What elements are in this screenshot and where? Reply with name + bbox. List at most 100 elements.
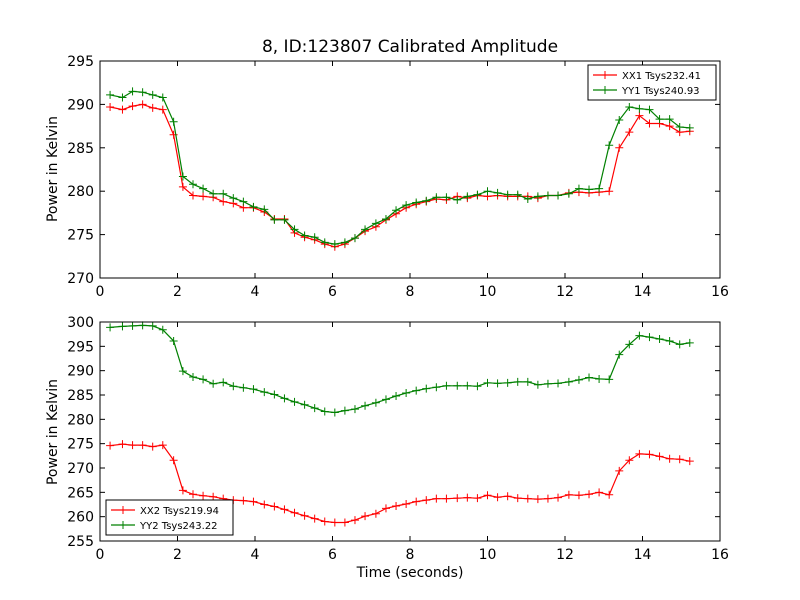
- data-point: [178, 182, 187, 191]
- data-point: [249, 497, 258, 506]
- data-point: [361, 401, 370, 410]
- data-point: [645, 333, 654, 342]
- data-point: [615, 116, 624, 125]
- data-point: [392, 206, 401, 215]
- data-point: [533, 380, 542, 389]
- data-point: [106, 90, 115, 99]
- data-point: [106, 103, 115, 112]
- data-point: [453, 381, 462, 390]
- data-point: [675, 122, 684, 131]
- data-point: [432, 494, 441, 503]
- data-point: [412, 497, 421, 506]
- data-point: [138, 321, 147, 330]
- y-tick-label: 265: [67, 485, 94, 501]
- data-point: [402, 500, 411, 509]
- legend-marker: [601, 71, 609, 79]
- data-point: [330, 240, 339, 249]
- data-point: [523, 377, 532, 386]
- data-point: [249, 202, 258, 211]
- data-point: [270, 502, 279, 511]
- data-point: [138, 88, 147, 97]
- data-point: [605, 141, 614, 150]
- data-point: [595, 184, 604, 193]
- y-tick-label: 300: [67, 315, 94, 331]
- data-point: [300, 400, 309, 409]
- y-tick-label: 295: [67, 339, 94, 355]
- data-point: [361, 225, 370, 234]
- data-point: [219, 197, 228, 206]
- legend-label: YY1 Tsys240.93: [621, 86, 700, 97]
- data-point: [422, 496, 431, 505]
- data-point: [189, 191, 197, 200]
- data-point: [280, 394, 289, 403]
- x-tick-label: 12: [556, 284, 574, 300]
- x-tick-label: 16: [711, 547, 729, 563]
- data-point: [645, 450, 654, 459]
- data-point: [665, 115, 674, 124]
- data-point: [148, 90, 157, 99]
- data-point: [381, 214, 390, 223]
- data-point: [169, 456, 178, 465]
- legend-marker: [601, 86, 609, 94]
- data-point: [148, 442, 157, 451]
- data-point: [199, 375, 208, 384]
- legend-label: XX1 Tsys232.41: [622, 71, 701, 82]
- data-point: [158, 441, 167, 450]
- data-point: [158, 93, 167, 102]
- data-point: [280, 215, 289, 224]
- data-point: [350, 405, 359, 414]
- data-point: [199, 184, 208, 193]
- legend: XX2 Tsys219.94 YY2 Tsys243.22: [105, 499, 234, 536]
- data-point: [249, 385, 258, 394]
- data-point: [483, 378, 492, 387]
- data-point: [178, 486, 187, 495]
- data-point: [554, 191, 563, 200]
- data-point: [442, 381, 451, 390]
- data-point: [473, 382, 482, 391]
- data-point: [412, 386, 421, 395]
- data-point: [503, 190, 512, 199]
- data-point: [270, 390, 279, 399]
- data-point: [605, 490, 614, 499]
- data-point: [665, 122, 674, 131]
- x-tick-label: 12: [556, 547, 574, 563]
- data-point: [595, 488, 604, 497]
- legend: XX1 Tsys232.41 YY1 Tsys240.93: [587, 64, 717, 101]
- data-point: [260, 388, 269, 397]
- data-point: [290, 397, 299, 406]
- data-point: [128, 441, 137, 450]
- data-point: [239, 197, 248, 206]
- plot-area: 0 2 4 6 8 10 12 14 16 255 260 265 270 275 280 285 290 295…: [67, 315, 729, 563]
- data-point: [493, 493, 502, 502]
- data-point: [463, 381, 472, 390]
- data-point: [432, 193, 441, 202]
- data-point: [270, 215, 279, 224]
- data-point: [371, 509, 380, 518]
- data-point: [564, 189, 573, 198]
- legend-label: YY2 Tsys243.22: [139, 521, 218, 532]
- data-point: [493, 188, 502, 197]
- data-point: [473, 190, 482, 199]
- data-point: [432, 383, 441, 392]
- data-point: [635, 111, 644, 120]
- data-point: [675, 455, 684, 464]
- data-point: [665, 336, 674, 345]
- data-point: [574, 375, 583, 384]
- x-tick-label: 10: [479, 284, 497, 300]
- x-tick-label: 2: [173, 284, 182, 300]
- data-point: [625, 340, 634, 349]
- data-point: [493, 379, 502, 388]
- legend-marker: [119, 506, 127, 514]
- data-point: [655, 335, 664, 344]
- data-point: [320, 517, 329, 526]
- y-axis-label: Power in Kelvin: [45, 379, 61, 485]
- data-point: [209, 189, 218, 198]
- x-tick-label: 0: [96, 284, 105, 300]
- data-point: [209, 492, 218, 501]
- data-point: [554, 379, 563, 388]
- data-point: [239, 383, 248, 392]
- data-point: [381, 395, 390, 404]
- x-tick-label: 4: [251, 547, 260, 563]
- data-point: [239, 496, 248, 505]
